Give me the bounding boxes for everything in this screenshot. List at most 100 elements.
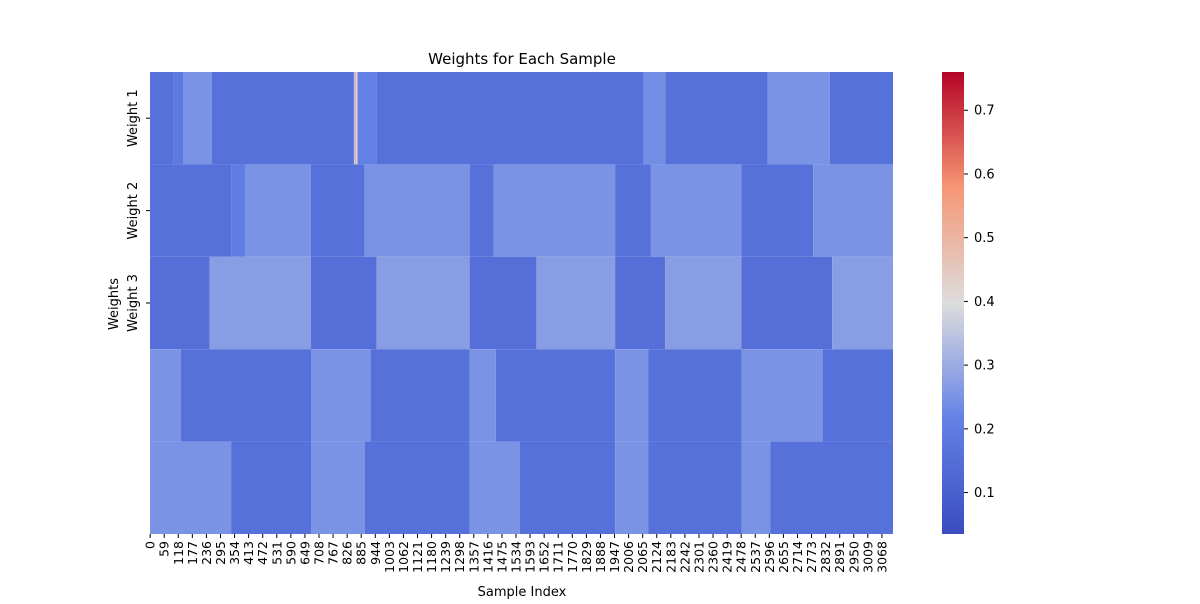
heatmap-cell-row3-seg1	[150, 256, 210, 350]
x-tick-label: 413	[241, 541, 256, 565]
y-axis-label: Weights	[107, 278, 122, 330]
heatmap-cell-row5-seg6	[519, 441, 616, 534]
heatmap-cell-row3-seg3	[311, 256, 377, 350]
x-tick-label: 708	[311, 541, 326, 565]
colorbar	[942, 72, 964, 534]
colorbar-tick-label: 0.6	[974, 167, 995, 182]
x-tick-label: 1416	[480, 541, 495, 573]
x-tick-label: 885	[354, 541, 369, 565]
x-tick-label: 1652	[537, 541, 552, 573]
heatmap-cell-row3-seg10	[832, 256, 893, 350]
heatmap-cell-row2-seg11	[813, 164, 893, 257]
heatmap-cell-row3-seg4	[376, 256, 470, 350]
x-tick-label: 649	[297, 541, 312, 565]
heatmap-cell-row3-seg5	[469, 256, 537, 350]
x-tick-label: 1888	[593, 541, 608, 573]
x-axis-ticks: 0 59 118 177 236 295 354 413 472 531 590 649 708 767 8…	[143, 534, 889, 573]
heatmap-cell-row5-seg7	[615, 441, 649, 534]
heatmap-cell-row5-seg8	[648, 441, 742, 534]
heatmap-cell-row1-seg6	[357, 72, 377, 165]
heatmap-cell-row1-seg7	[376, 72, 644, 165]
heatmap-cell-row4-seg10	[822, 349, 893, 442]
x-axis-label: Sample Index	[478, 585, 567, 600]
x-tick-label: 2655	[776, 541, 791, 573]
heatmap-cell-row2-seg3	[245, 164, 311, 257]
heatmap-cell-row4-seg4	[370, 349, 470, 442]
x-tick-label: 2006	[621, 541, 636, 573]
heatmap-cell-row4-seg3	[311, 349, 371, 442]
heatmap-cell-row5-seg4	[364, 441, 470, 534]
x-tick-label: 3068	[874, 541, 889, 573]
heatmap-cell-row1-seg3	[183, 72, 213, 165]
x-tick-label: 1180	[424, 541, 439, 573]
heatmap-cell-row3-seg6	[536, 256, 616, 350]
heatmap-highlight-line-1	[354, 72, 356, 165]
x-tick-label: 2596	[762, 541, 777, 573]
x-tick-label: 2714	[790, 541, 805, 573]
heatmap-cell-row1-seg4	[212, 72, 354, 165]
y-tick-label: Weight 2	[126, 182, 141, 240]
x-tick-label: 1593	[523, 541, 538, 573]
x-tick-label: 1062	[396, 541, 411, 573]
heatmap-cell-row1-seg8	[643, 72, 666, 165]
x-tick-label: 1711	[551, 541, 566, 573]
heatmap-cell-row3-seg9	[741, 256, 833, 350]
x-tick-label: 0	[143, 541, 158, 549]
x-tick-label: 826	[340, 541, 355, 565]
x-tick-label: 472	[255, 541, 270, 565]
x-tick-label: 2124	[649, 541, 664, 573]
heatmap-cell-row2-seg5	[364, 164, 470, 257]
heatmap-cell-row1-seg9	[665, 72, 768, 165]
x-tick-label: 531	[269, 541, 284, 565]
x-tick-label: 1357	[466, 541, 481, 573]
x-tick-label: 3009	[860, 541, 875, 573]
heatmap-cell-row5-seg9	[741, 441, 771, 534]
y-tick-label: Weight 3	[126, 274, 141, 332]
x-tick-label: 1829	[579, 541, 594, 573]
x-tick-label: 118	[171, 541, 186, 565]
colorbar-tick-label: 0.5	[974, 231, 995, 246]
x-tick-label: 767	[326, 541, 341, 565]
colorbar-tick-label: 0.2	[974, 422, 995, 437]
x-tick-label: 177	[185, 541, 200, 565]
x-tick-label: 236	[199, 541, 214, 565]
x-tick-label: 1947	[607, 541, 622, 573]
heatmap-cell-row5-seg1	[150, 441, 232, 534]
heatmap-cell-row1-seg2	[173, 72, 184, 165]
x-tick-label: 2537	[748, 541, 763, 573]
colorbar-ticks: 0.1 0.2 0.3 0.4 0.5 0.6 0.7	[964, 104, 995, 501]
x-tick-label: 1121	[410, 541, 425, 573]
y-axis-ticks: Weight 1 Weight 2 Weight 3	[126, 89, 150, 332]
x-tick-label: 1475	[494, 541, 509, 573]
x-tick-label: 2360	[706, 541, 721, 573]
heatmap-cell-row4-seg9	[741, 349, 823, 442]
x-tick-label: 2419	[720, 541, 735, 573]
heatmap-cell-row4-seg2	[181, 349, 312, 442]
heatmap-cell-row2-seg8	[615, 164, 651, 257]
colorbar-tick-label: 0.7	[974, 104, 995, 119]
heatmap-cell-row4-seg6	[495, 349, 616, 442]
heatmap-cell-row2-seg2	[231, 164, 246, 257]
x-tick-label: 295	[213, 541, 228, 565]
heatmap-cell-row5-seg3	[311, 441, 365, 534]
x-tick-label: 2478	[734, 541, 749, 573]
x-tick-label: 1239	[438, 541, 453, 573]
x-tick-label: 2891	[832, 541, 847, 573]
heatmap-cell-row3-seg8	[665, 256, 742, 350]
heatmap-cell-row5-seg2	[231, 441, 312, 534]
heatmap-highlight-line-2	[355, 72, 357, 165]
heatmap-cell-row1-seg10	[767, 72, 830, 165]
heatmap-cell-row1-seg1	[150, 72, 174, 165]
x-tick-label: 590	[283, 541, 298, 565]
x-tick-label: 2242	[677, 541, 692, 573]
x-tick-label: 59	[157, 541, 172, 557]
heatmap-cell-row3-seg7	[615, 256, 666, 350]
x-tick-label: 2773	[804, 541, 819, 573]
heatmap-cell-row4-seg1	[150, 349, 182, 442]
heatmap-cell-row1-seg11	[829, 72, 893, 165]
heatmap-grid	[150, 72, 893, 534]
chart-title: Weights for Each Sample	[428, 50, 616, 68]
heatmap-cell-row2-seg4	[311, 164, 365, 257]
